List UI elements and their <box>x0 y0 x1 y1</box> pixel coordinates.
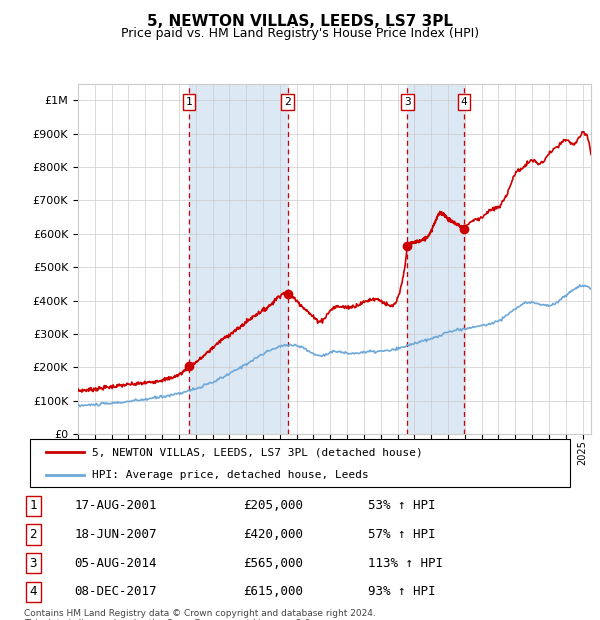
Text: £420,000: £420,000 <box>244 528 304 541</box>
Text: Price paid vs. HM Land Registry's House Price Index (HPI): Price paid vs. HM Land Registry's House … <box>121 27 479 40</box>
Text: Contains HM Land Registry data © Crown copyright and database right 2024.
This d: Contains HM Land Registry data © Crown c… <box>24 609 376 620</box>
Text: 113% ↑ HPI: 113% ↑ HPI <box>368 557 443 570</box>
Bar <box>190 84 287 434</box>
Text: HPI: Average price, detached house, Leeds: HPI: Average price, detached house, Leed… <box>92 470 369 480</box>
Text: 05-AUG-2014: 05-AUG-2014 <box>74 557 157 570</box>
Text: 5, NEWTON VILLAS, LEEDS, LS7 3PL (detached house): 5, NEWTON VILLAS, LEEDS, LS7 3PL (detach… <box>92 447 423 458</box>
Text: 5, NEWTON VILLAS, LEEDS, LS7 3PL: 5, NEWTON VILLAS, LEEDS, LS7 3PL <box>147 14 453 29</box>
Text: 1: 1 <box>29 499 37 512</box>
Text: 93% ↑ HPI: 93% ↑ HPI <box>368 585 435 598</box>
Text: 1: 1 <box>186 97 193 107</box>
Text: £205,000: £205,000 <box>244 499 304 512</box>
Text: 53% ↑ HPI: 53% ↑ HPI <box>368 499 435 512</box>
Text: £615,000: £615,000 <box>244 585 304 598</box>
Text: 2: 2 <box>284 97 291 107</box>
Text: 57% ↑ HPI: 57% ↑ HPI <box>368 528 435 541</box>
Text: 18-JUN-2007: 18-JUN-2007 <box>74 528 157 541</box>
Text: 08-DEC-2017: 08-DEC-2017 <box>74 585 157 598</box>
Text: 4: 4 <box>460 97 467 107</box>
Text: 3: 3 <box>29 557 37 570</box>
FancyBboxPatch shape <box>30 439 570 487</box>
Bar <box>407 84 464 434</box>
Text: 17-AUG-2001: 17-AUG-2001 <box>74 499 157 512</box>
Text: 3: 3 <box>404 97 411 107</box>
Text: £565,000: £565,000 <box>244 557 304 570</box>
Text: 2: 2 <box>29 528 37 541</box>
Text: 4: 4 <box>29 585 37 598</box>
